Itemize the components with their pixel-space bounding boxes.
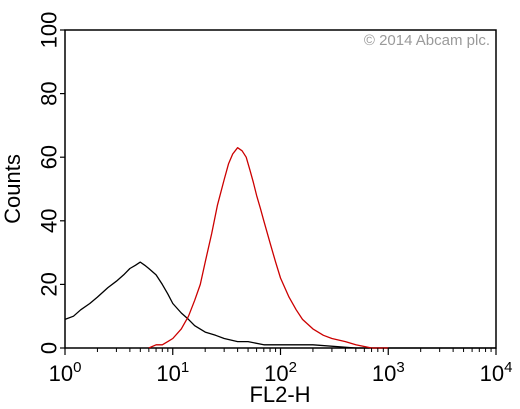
x-tick-exponent: 1 bbox=[181, 359, 189, 376]
x-tick-layer: 100 101 102 103 104 bbox=[49, 348, 513, 386]
x-tick-base: 10 bbox=[156, 361, 180, 386]
y-tick-label: 40 bbox=[37, 209, 62, 233]
y-tick-label: 80 bbox=[37, 81, 62, 105]
x-tick-label: 102 bbox=[264, 359, 297, 386]
x-tick-base: 10 bbox=[372, 361, 396, 386]
x-tick-base: 10 bbox=[480, 361, 504, 386]
series-1-line bbox=[64, 261, 496, 349]
x-tick-exponent: 3 bbox=[396, 359, 404, 376]
x-tick-exponent: 4 bbox=[504, 359, 512, 376]
x-tick-exponent: 0 bbox=[73, 359, 81, 376]
y-tick-label: 60 bbox=[37, 145, 62, 169]
y-tick-label: 100 bbox=[37, 12, 62, 49]
y-tick-label: 0 bbox=[37, 342, 62, 354]
y-tick-label: 20 bbox=[37, 272, 62, 296]
series-layer bbox=[64, 147, 496, 349]
series-2-line bbox=[148, 147, 389, 349]
y-tick-layer: 0 20 40 60 80 100 bbox=[37, 12, 65, 354]
x-tick-label: 100 bbox=[49, 359, 82, 386]
x-axis-label: FL2-H bbox=[249, 382, 310, 407]
x-tick-exponent: 2 bbox=[289, 359, 297, 376]
x-tick-label: 103 bbox=[372, 359, 405, 386]
x-tick-label: 101 bbox=[156, 359, 189, 386]
watermark-text: © 2014 Abcam plc. bbox=[364, 32, 490, 49]
plot-area-frame bbox=[64, 29, 497, 349]
y-axis-label: Counts bbox=[0, 154, 25, 224]
x-tick-base: 10 bbox=[49, 361, 73, 386]
x-tick-base: 10 bbox=[264, 361, 288, 386]
x-tick-label: 104 bbox=[480, 359, 513, 386]
